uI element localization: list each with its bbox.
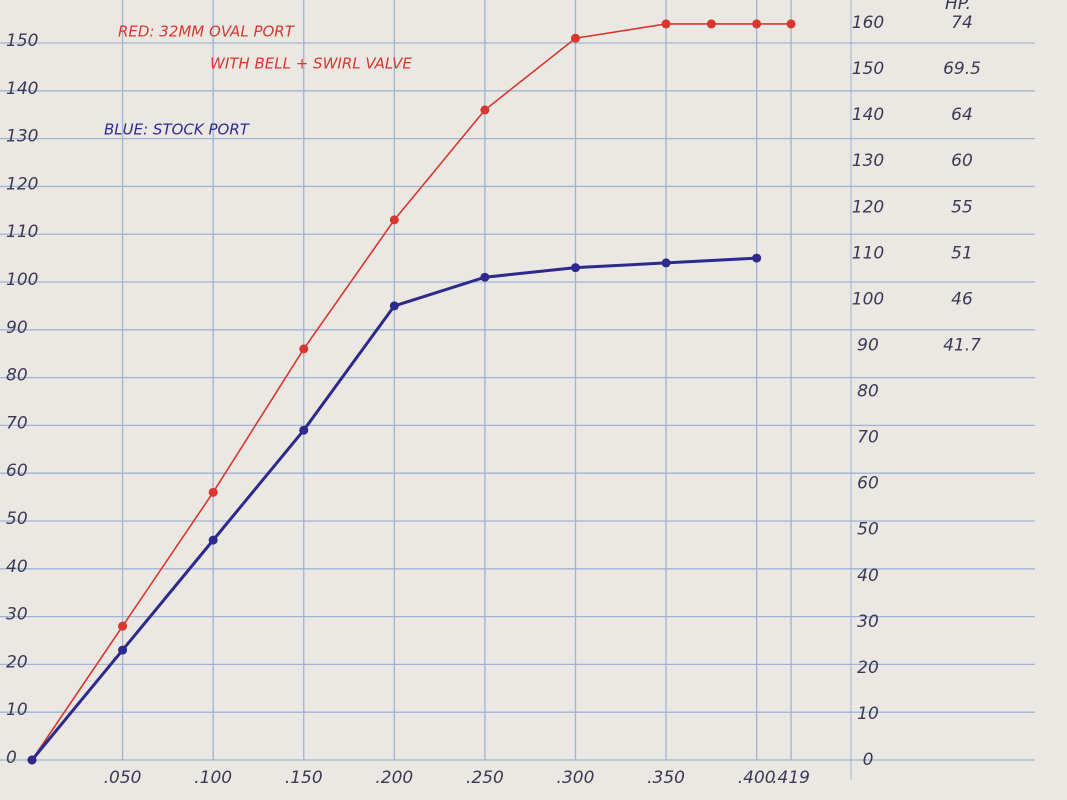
- y-tick-label: 90: [6, 318, 28, 338]
- hp-title: HP.: [945, 0, 971, 14]
- data-point: [661, 19, 671, 29]
- data-point: [299, 344, 309, 354]
- y-tick-label: 60: [6, 461, 28, 481]
- y-tick-label: 120: [6, 174, 38, 194]
- y2-tick-label: 80: [857, 382, 879, 402]
- x-tick-label: .400: [738, 768, 776, 788]
- y2-tick-label: 150: [852, 59, 884, 79]
- y2-tick-label: 30: [857, 612, 879, 632]
- x-tick-label: .200: [375, 768, 413, 788]
- y2-tick-label: 120: [852, 197, 884, 217]
- x-tick-label: .300: [557, 768, 595, 788]
- data-point: [118, 621, 128, 631]
- y2-tick-label: 70: [857, 428, 879, 448]
- x-tick-label: .100: [194, 768, 232, 788]
- y-tick-label: 0: [6, 748, 17, 768]
- y2-tick-label: 40: [857, 566, 879, 586]
- data-point: [208, 535, 218, 545]
- data-point: [118, 645, 128, 655]
- hp-tick-label: 64: [951, 105, 973, 125]
- y2-tick-label: 160: [852, 13, 884, 33]
- hp-tick-label: 46: [951, 289, 973, 309]
- data-point: [389, 301, 399, 311]
- y-tick-label: 70: [6, 413, 28, 433]
- data-point: [27, 755, 37, 765]
- y2-tick-label: 0: [863, 750, 874, 770]
- data-point: [661, 258, 671, 268]
- y-tick-label: 50: [6, 509, 28, 529]
- y2-tick-label: 50: [857, 520, 879, 540]
- x-tick-label: .050: [104, 768, 142, 788]
- data-point: [208, 487, 218, 497]
- hp-tick-label: 74: [951, 13, 973, 33]
- y-tick-label: 80: [6, 366, 28, 386]
- data-point: [706, 19, 716, 29]
- y-tick-label: 20: [6, 652, 28, 672]
- data-point: [570, 33, 580, 43]
- x-tick-label: .250: [466, 768, 504, 788]
- y2-tick-label: 10: [857, 704, 879, 724]
- x-tick-label: .150: [285, 768, 323, 788]
- data-point: [570, 263, 580, 273]
- y-tick-label: 140: [6, 79, 38, 99]
- annotation: WITH BELL + SWIRL VALVE: [210, 55, 412, 73]
- y2-tick-label: 90: [857, 335, 879, 355]
- hp-tick-label: 55: [951, 197, 973, 217]
- y2-tick-label: 140: [852, 105, 884, 125]
- y2-tick-label: 20: [857, 658, 879, 678]
- y-tick-label: 40: [6, 557, 28, 577]
- data-point: [389, 215, 399, 225]
- y-tick-label: 30: [6, 605, 28, 625]
- y-tick-label: 150: [6, 31, 38, 51]
- y-tick-label: 130: [6, 127, 38, 147]
- hp-tick-label: 41.7: [943, 335, 981, 355]
- data-point: [480, 272, 490, 282]
- data-point: [786, 19, 796, 29]
- data-point: [752, 253, 762, 263]
- x-tick-label: .350: [647, 768, 685, 788]
- hp-tick-label: 51: [951, 243, 973, 263]
- hp-tick-label: 69.5: [943, 59, 981, 79]
- data-point: [299, 425, 309, 435]
- y2-tick-label: 60: [857, 474, 879, 494]
- hp-tick-label: 60: [951, 151, 973, 171]
- y-tick-label: 100: [6, 270, 38, 290]
- y2-tick-label: 100: [852, 289, 884, 309]
- x-tick-label: .419: [772, 768, 810, 788]
- data-point: [480, 105, 490, 115]
- y2-tick-label: 110: [852, 243, 884, 263]
- y2-tick-label: 130: [852, 151, 884, 171]
- annotation: BLUE: STOCK PORT: [104, 121, 251, 139]
- y-tick-label: 110: [6, 222, 38, 242]
- annotation: RED: 32MM OVAL PORT: [118, 23, 296, 41]
- y-tick-label: 10: [6, 700, 28, 720]
- data-point: [752, 19, 762, 29]
